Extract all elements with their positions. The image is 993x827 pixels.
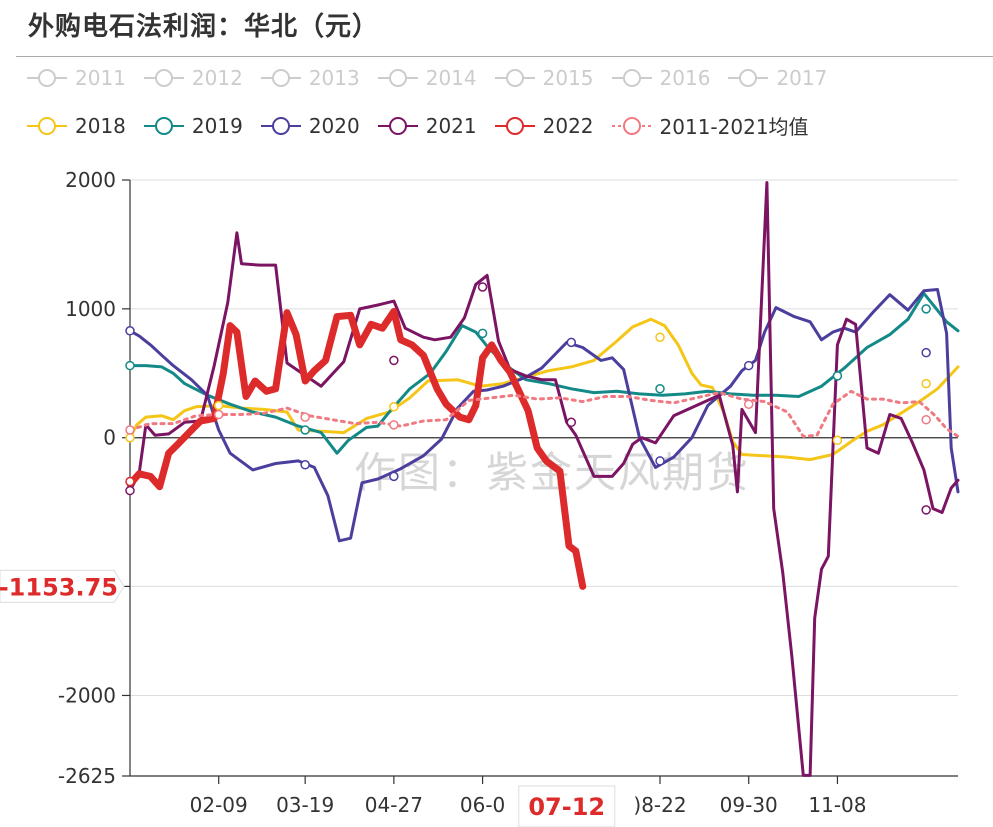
legend-label: 2016 (659, 66, 711, 90)
data-point-2020[interactable] (655, 456, 665, 466)
series-line-2022[interactable] (126, 307, 587, 590)
legend-label: 2014 (425, 66, 477, 90)
data-point-2019[interactable] (921, 304, 931, 314)
x-tick-label: 06-0 (460, 793, 505, 817)
y-tick-label: -2625 (58, 764, 116, 788)
data-point-2021[interactable] (125, 485, 135, 496)
chart-title: 外购电石法利润：华北（元） (28, 12, 380, 42)
legend-symbol (377, 116, 418, 135)
series-line-2018[interactable] (128, 317, 960, 462)
data-point-2018[interactable] (213, 400, 224, 411)
data-point-2018[interactable] (832, 435, 843, 446)
legend-item-2015[interactable]: 2015 (494, 66, 594, 90)
legend-symbol (494, 116, 535, 135)
legend-label: 2012 (191, 66, 243, 90)
legend-item-2020[interactable]: 2020 (260, 114, 360, 138)
legend-item-2012[interactable]: 2012 (143, 66, 243, 90)
legend-symbol (494, 69, 535, 87)
series-line-2011-2021[interactable] (128, 389, 960, 438)
legend-symbol (27, 116, 67, 135)
legend-symbol (143, 116, 184, 135)
data-point-2018[interactable] (921, 378, 931, 389)
x-tick-label: 04-27 (365, 793, 423, 817)
legend-item-2017[interactable]: 2017 (727, 66, 827, 90)
legend-label: 2018 (75, 113, 126, 138)
y-axis-pointer: -1153.75 (0, 569, 125, 603)
x-tick-label: 02-09 (190, 793, 248, 817)
legend-symbol (728, 69, 769, 87)
legend-label: 2013 (308, 66, 360, 90)
legend-label: 2021 (425, 113, 477, 138)
legend-symbol (260, 116, 301, 135)
x-tick-label: 03-19 (276, 793, 334, 817)
data-point-2021[interactable] (921, 505, 931, 515)
data-point-2020[interactable] (921, 347, 931, 358)
legend-label: 2011 (75, 66, 126, 90)
data-point-2019[interactable] (125, 360, 135, 371)
x-pointer-label: 07-12 (528, 793, 605, 821)
series-markers (125, 282, 931, 515)
data-point-2022[interactable] (125, 476, 135, 487)
legend-symbol (260, 69, 301, 87)
y-tick-label: 2000 (65, 168, 116, 192)
legend-row-inactive: 2011 2012 2013 2014 2015 2016 2017 (26, 66, 844, 90)
watermark: 作图：紫金天风期货 (354, 448, 750, 497)
data-point-2020[interactable] (743, 360, 754, 371)
data-point-2011-2021[interactable] (300, 412, 310, 422)
data-point-2018[interactable] (389, 402, 399, 412)
y-pointer-label: -1153.75 (0, 573, 118, 601)
legend-symbol (611, 116, 652, 135)
legend-label: 2011-2021均值 (659, 115, 809, 139)
x-tick-label: 09-30 (720, 793, 778, 817)
legend-item-2013[interactable]: 2013 (260, 66, 360, 90)
y-tick-label: 0 (103, 426, 116, 450)
x-pointer-box (518, 785, 616, 827)
legend-item-2019[interactable]: 2019 (143, 114, 243, 138)
legend-label: 2015 (542, 66, 594, 90)
data-point-2011-2021[interactable] (743, 399, 754, 409)
x-axis-pointer: 07-12 (518, 785, 616, 827)
legend-item-2018[interactable]: 2018 (26, 114, 126, 138)
data-point-2019[interactable] (477, 328, 488, 339)
data-point-2020[interactable] (300, 460, 310, 470)
x-tick-label: )8-22 (633, 793, 686, 817)
legend-row-active: 2018 2019 2020 2021 2022 2011-2021均值 (26, 111, 826, 140)
legend-symbol (611, 69, 652, 87)
legend-symbol (27, 69, 67, 87)
data-point-2021[interactable] (566, 417, 577, 428)
data-point-2020[interactable] (389, 471, 399, 482)
data-point-2011-2021[interactable] (921, 414, 931, 425)
y-pointer-box (0, 569, 125, 603)
x-tick-label: 11-08 (808, 793, 866, 817)
legend-symbol (143, 69, 184, 87)
legend-item-2016[interactable]: 2016 (611, 66, 711, 90)
legend-label: 2017 (776, 66, 828, 90)
y-tick-label: -2000 (58, 683, 116, 707)
data-point-2019[interactable] (832, 371, 843, 381)
legend-symbol (377, 69, 418, 87)
data-point-2019[interactable] (655, 384, 665, 394)
data-point-2021[interactable] (389, 355, 399, 366)
legend-item-2011[interactable]: 2011 (26, 66, 126, 90)
legend-label: 2019 (191, 113, 243, 138)
data-point-2021[interactable] (477, 282, 488, 292)
y-tick-label: 1000 (65, 297, 116, 321)
data-point-2011-2021[interactable] (213, 409, 224, 420)
legend-item-2011-2021[interactable]: 2011-2021均值 (611, 111, 809, 140)
series-line-2021[interactable] (128, 181, 960, 777)
legend-item-2014[interactable]: 2014 (377, 66, 477, 90)
legend-item-2022[interactable]: 2022 (494, 114, 594, 138)
data-point-2011-2021[interactable] (125, 425, 135, 435)
title-divider (16, 56, 993, 57)
legend-label: 2022 (542, 113, 594, 138)
data-point-2020[interactable] (566, 337, 577, 348)
data-point-2018[interactable] (655, 332, 665, 342)
data-point-2018[interactable] (125, 432, 135, 443)
data-point-2011-2021[interactable] (389, 420, 399, 430)
legend-label: 2020 (308, 113, 360, 138)
data-point-2019[interactable] (300, 425, 310, 435)
legend-item-2021[interactable]: 2021 (377, 114, 477, 138)
data-point-2020[interactable] (125, 326, 135, 336)
